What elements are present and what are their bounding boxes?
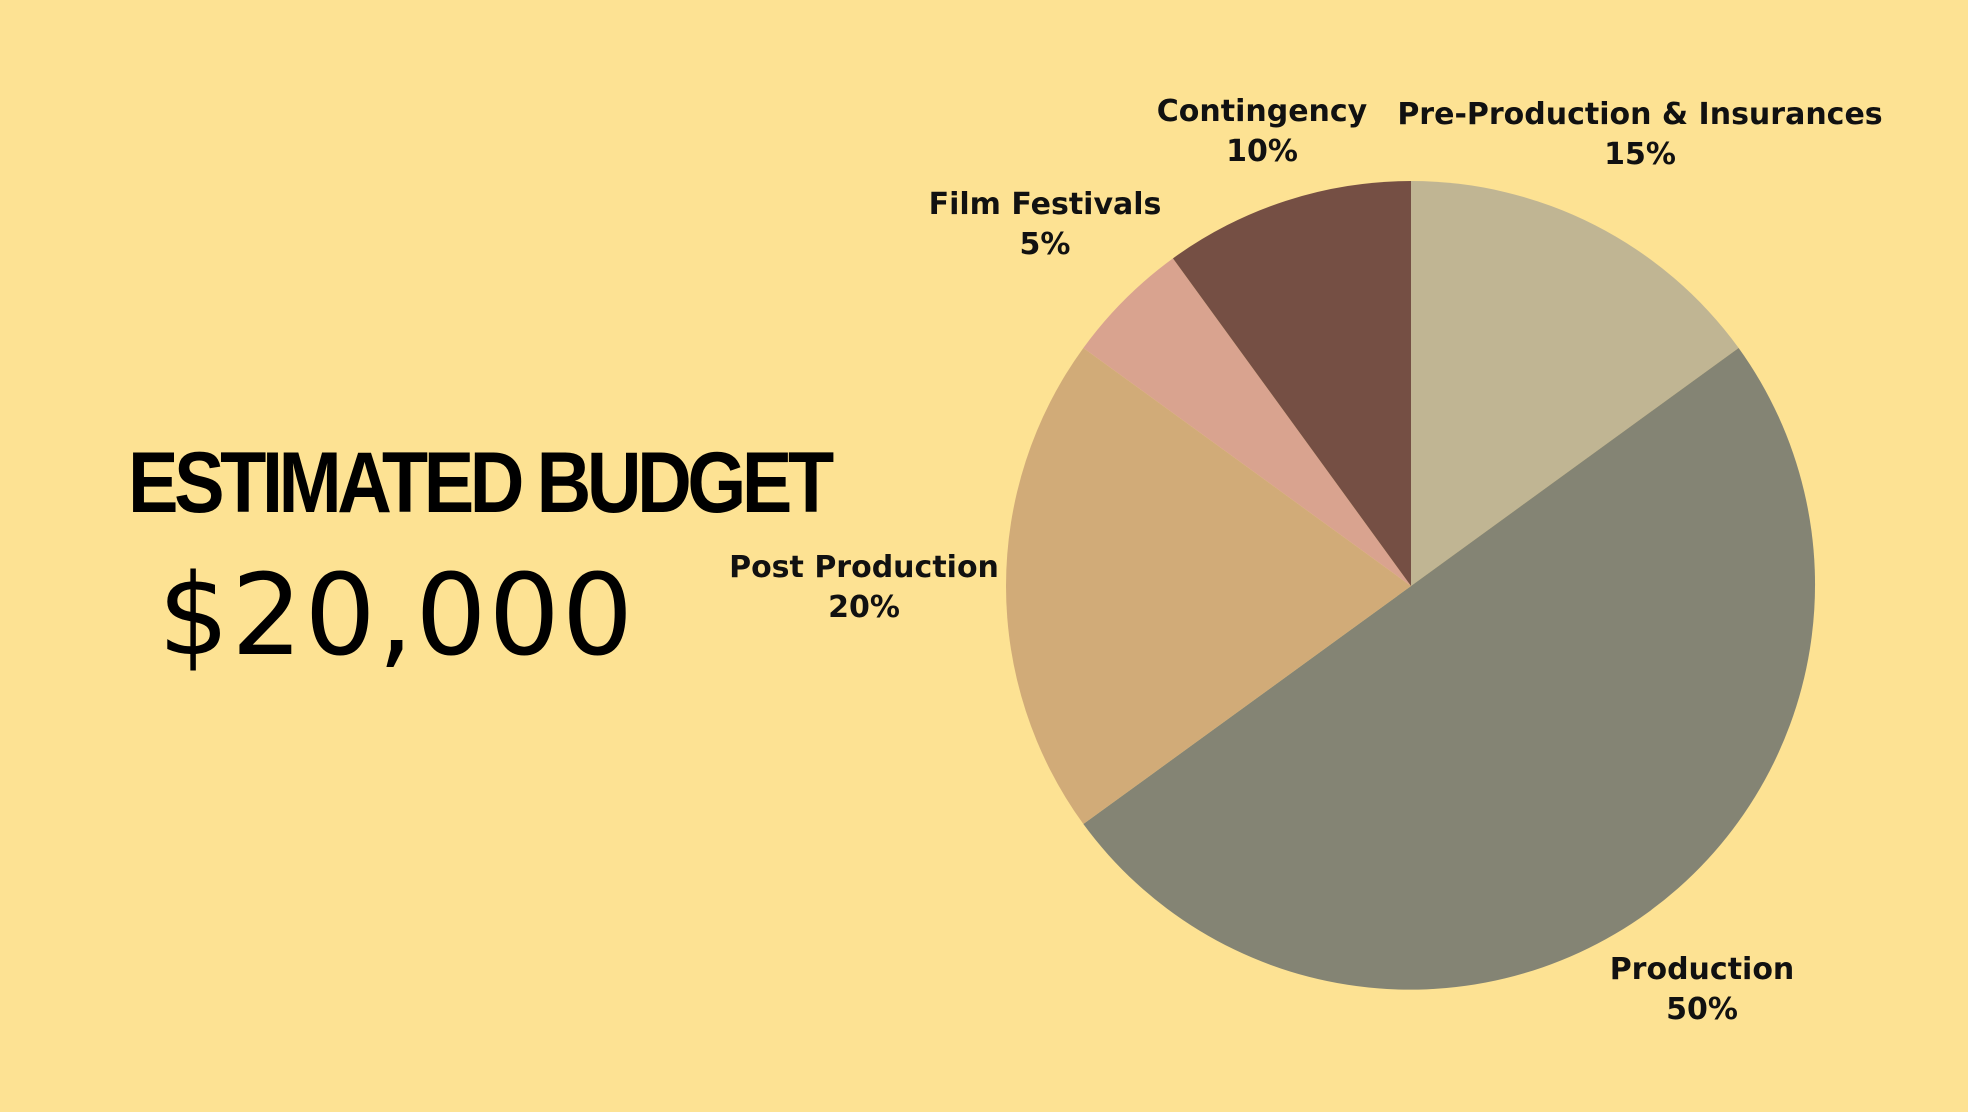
- pie-label-category: Post Production: [729, 550, 999, 585]
- pie-label-category: Contingency: [1157, 94, 1368, 129]
- pie-label-category: Production: [1610, 952, 1795, 987]
- pie-slice-post-production: [1006, 347, 1411, 825]
- pie-label-value: 20%: [828, 590, 900, 625]
- pie-slices: [1006, 181, 1816, 990]
- pie-slice-production: [1083, 347, 1816, 990]
- pie-label-value: 10%: [1226, 134, 1298, 169]
- pie-slice-pre-production-insurances: [1411, 181, 1739, 586]
- budget-amount: $20,000: [158, 551, 636, 681]
- pie-slice-film-festivals: [1083, 258, 1411, 586]
- pie-label-category: Pre-Production & Insurances: [1397, 97, 1882, 132]
- pie-label-category: Film Festivals: [929, 187, 1162, 222]
- pie-label-value: 50%: [1666, 992, 1738, 1027]
- pie-label-value: 15%: [1604, 137, 1676, 172]
- pie-slice-contingency: [1172, 181, 1411, 586]
- pie-label-value: 5%: [1020, 227, 1071, 262]
- pie-labels: Pre-Production & Insurances 15% Production…: [729, 94, 1883, 1027]
